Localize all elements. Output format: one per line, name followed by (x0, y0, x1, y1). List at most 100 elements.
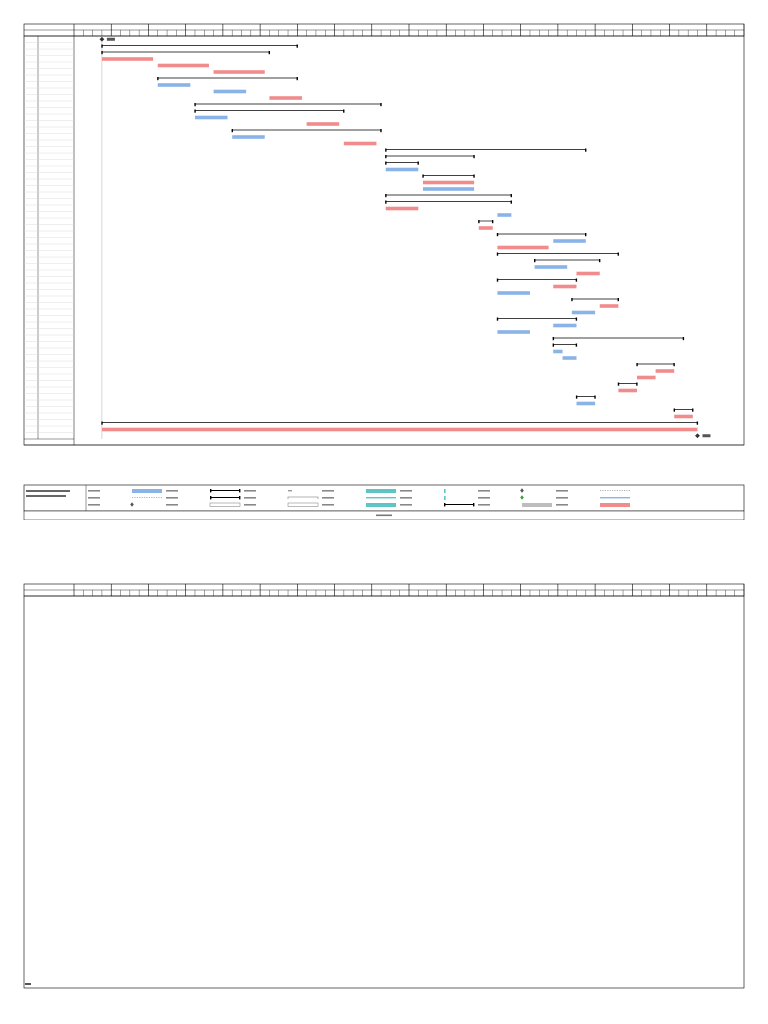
summary-start-cap (194, 103, 196, 107)
summary-end-cap (473, 174, 475, 178)
baseline-bar (534, 265, 568, 269)
summary-start-cap (422, 174, 424, 178)
task-bar (478, 226, 493, 230)
legend-swatch-cap (473, 503, 475, 507)
summary-end-cap (417, 161, 419, 165)
summary-end-cap (598, 259, 601, 263)
summary-end-cap (575, 343, 578, 347)
baseline-bar (553, 239, 586, 243)
legend-label-mark (322, 497, 334, 499)
legend-label-mark (88, 490, 100, 492)
baseline-bar (571, 310, 596, 315)
baseline-bar (194, 115, 228, 120)
summary-start-cap (157, 77, 159, 81)
gantt-chart-page-1 (23, 23, 745, 520)
summary-end-cap (380, 129, 382, 133)
summary-end-cap (296, 77, 298, 81)
summary-start-cap (231, 129, 233, 133)
task-bar (343, 141, 377, 146)
legend-label-mark (244, 490, 256, 492)
task-bar (553, 284, 577, 289)
legend-swatch-cap (239, 496, 241, 500)
summary-start-cap (101, 421, 103, 425)
continuation-frame (23, 595, 745, 989)
legend-label-mark (322, 504, 334, 506)
milestone-marker (695, 433, 700, 439)
summary-end-cap (673, 363, 675, 367)
milestone-marker (99, 36, 105, 42)
legend-swatch-cap (239, 489, 241, 493)
legend-label-mark (88, 504, 100, 506)
legend-label-mark (166, 504, 178, 506)
milestone-label-mark (702, 434, 711, 438)
legend-swatch (366, 489, 396, 493)
baseline-bar (422, 187, 475, 191)
legend-swatch (600, 497, 630, 499)
summary-start-cap (478, 220, 480, 224)
task-bar (101, 57, 154, 61)
task-bar (497, 245, 549, 250)
summary-start-cap (496, 252, 499, 256)
task-bar (618, 388, 637, 393)
summary-start-cap (101, 51, 103, 55)
task-bar (422, 180, 475, 185)
task-bar (385, 206, 419, 211)
legend-label-mark (244, 497, 256, 499)
summary-start-cap (636, 363, 638, 367)
baseline-bar (562, 356, 577, 360)
legend (23, 484, 745, 513)
baseline-bar (232, 135, 265, 139)
task-bar (599, 304, 619, 308)
task-table (23, 35, 745, 446)
gantt-page-2 (0, 560, 768, 1024)
legend-label-mark (166, 490, 178, 492)
summary-start-cap (194, 109, 196, 113)
legend-label-mark (556, 504, 568, 506)
legend-swatch (210, 497, 240, 498)
legend-swatch (444, 504, 474, 505)
summary-start-cap (385, 194, 387, 198)
baseline-bar (497, 291, 530, 295)
legend-swatch (444, 489, 446, 493)
task-bar (306, 122, 340, 126)
task-bar (636, 375, 656, 380)
gantt-bars (99, 36, 711, 439)
legend-swatch (130, 502, 134, 507)
summary-end-cap (696, 421, 699, 425)
project-info-line (26, 495, 66, 497)
summary-end-cap (585, 233, 587, 237)
summary-start-cap (552, 337, 555, 341)
summary-start-cap (496, 317, 499, 321)
legend-swatch (522, 503, 552, 507)
legend-swatch (210, 490, 240, 491)
summary-end-cap (268, 51, 271, 55)
summary-end-cap (491, 220, 494, 224)
summary-end-cap (510, 194, 512, 198)
legend-swatch (366, 503, 396, 507)
legend-swatch (132, 489, 162, 493)
baseline-bar (157, 83, 191, 87)
legend-label-mark (478, 497, 490, 499)
summary-end-cap (617, 298, 619, 302)
summary-start-cap (496, 233, 499, 237)
p1-timescale (23, 23, 745, 37)
task-bar (655, 369, 675, 373)
task-bar (576, 271, 600, 276)
legend-swatch (520, 495, 524, 500)
baseline-bar (576, 401, 596, 406)
summary-end-cap (682, 337, 685, 341)
legend-swatch (287, 502, 319, 507)
summary-start-cap (385, 155, 387, 159)
legend-swatch (600, 503, 630, 507)
legend-swatch (366, 497, 396, 499)
p2-timescale (23, 583, 745, 597)
summary-start-cap (534, 259, 536, 263)
summary-start-cap (101, 44, 103, 48)
legend-swatch (444, 496, 446, 500)
summary-start-cap (385, 200, 387, 204)
summary-start-cap (552, 343, 555, 347)
summary-start-cap (385, 161, 387, 165)
legend-label-mark (400, 504, 412, 506)
legend-swatch (287, 496, 319, 499)
legend-swatch-cap (210, 496, 212, 500)
